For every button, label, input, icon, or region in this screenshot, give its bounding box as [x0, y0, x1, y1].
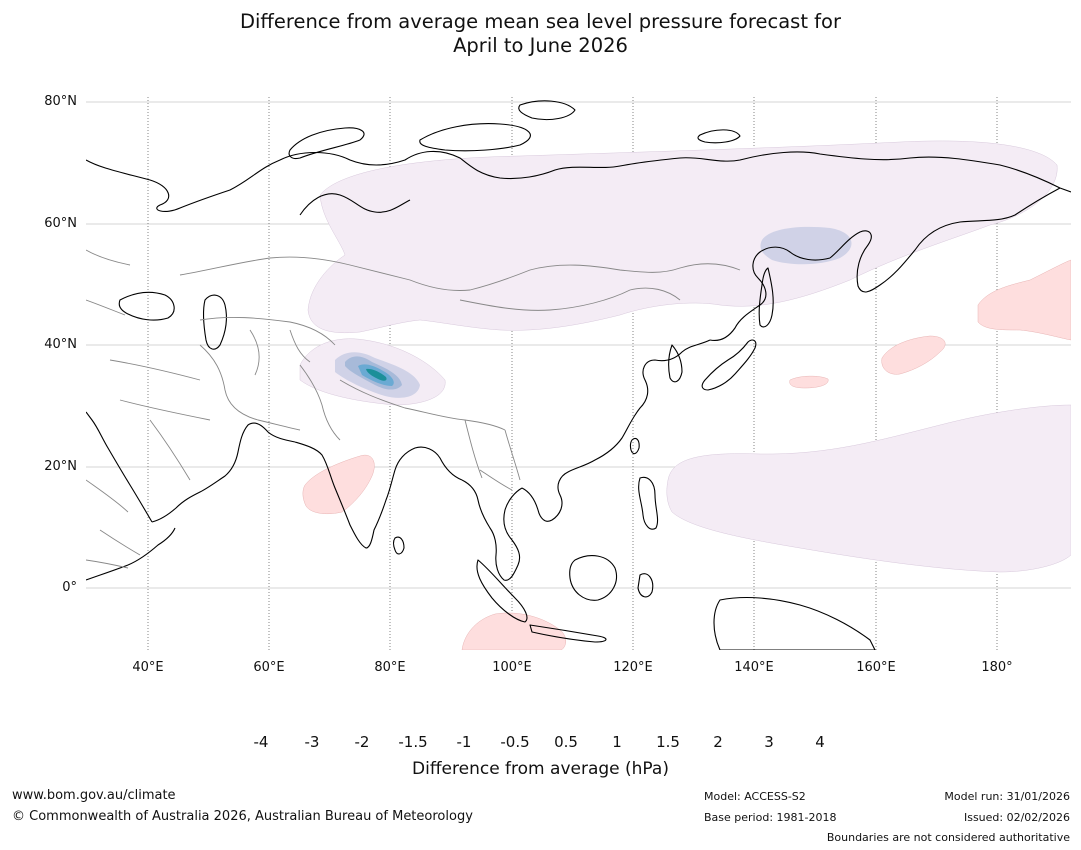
- europe-borders: [86, 249, 131, 316]
- lat-label: 40°N: [44, 337, 77, 352]
- pacific-positive-small: [789, 375, 829, 389]
- sakhalin-hokkaido: [758, 267, 774, 328]
- sumatra: [476, 559, 528, 623]
- footer-disclaimer: Boundaries are not considered authoritat…: [826, 831, 1070, 844]
- india-coast: [294, 441, 463, 549]
- kara-coast: [299, 193, 411, 216]
- map-title-line2: April to June 2026: [453, 34, 628, 57]
- japan: [701, 339, 757, 391]
- arabian-sea-positive: [302, 454, 375, 515]
- himalaya-anomaly-peak: [366, 368, 387, 381]
- colorbar-tick: -1: [456, 733, 472, 751]
- pakistan-india-border: [299, 364, 341, 441]
- java: [529, 624, 607, 643]
- colorbar-tick: 3: [764, 733, 774, 751]
- colorbar-tick: -0.5: [500, 733, 530, 751]
- middle-east-borders: [109, 359, 211, 481]
- colorbar-tick: -3: [304, 733, 320, 751]
- map-svg: [86, 97, 1071, 650]
- arctic-coast: [86, 150, 1071, 212]
- anomaly-shading: [299, 140, 1071, 650]
- iran-border: [199, 344, 301, 431]
- lat-label: 60°N: [44, 216, 77, 231]
- new-siberian-islands: [697, 129, 741, 144]
- colorbar-tick: 0.5: [554, 733, 578, 751]
- map-area: [86, 97, 1071, 650]
- taymyr: [419, 123, 531, 152]
- himalaya-border: [339, 379, 506, 431]
- pacific-positive-mid: [881, 335, 946, 375]
- russia-kazakhstan-border: [179, 256, 741, 291]
- southeast-asia-borders: [464, 419, 521, 491]
- colorbar-tick: -4: [253, 733, 269, 751]
- taiwan: [629, 437, 640, 455]
- central-asia-borders: [199, 316, 336, 376]
- footer-url[interactable]: www.bom.gov.au/climate: [12, 788, 176, 803]
- lon-label: 100°E: [492, 660, 532, 675]
- borneo: [569, 555, 617, 601]
- colorbar-tick: 4: [815, 733, 825, 751]
- africa-borders: [86, 479, 141, 569]
- sulawesi-newguinea: [637, 573, 876, 650]
- east-africa-coast: [86, 527, 176, 581]
- colorbar-tick: -1.5: [398, 733, 428, 751]
- lat-label: 80°N: [44, 94, 77, 109]
- severnaya-zemlya: [518, 100, 576, 121]
- colorbar-tick: 2: [713, 733, 723, 751]
- map-title-line1: Difference from average mean sea level p…: [240, 10, 841, 33]
- chukotka-kamchatka: [829, 187, 1061, 293]
- lon-label: 140°E: [734, 660, 774, 675]
- lat-label: 20°N: [44, 459, 77, 474]
- indochina-coast: [461, 479, 523, 581]
- colorbar-tick: 1: [612, 733, 622, 751]
- sri-lanka: [392, 536, 405, 555]
- lon-label: 60°E: [253, 660, 285, 675]
- okhotsk-coast: [709, 246, 831, 342]
- lon-label: 180°: [981, 660, 1013, 675]
- country-borders: [86, 249, 741, 569]
- colorbar-title: Difference from average (hPa): [412, 759, 669, 779]
- siberia-low-anomaly: [307, 140, 1058, 333]
- lon-label: 120°E: [613, 660, 653, 675]
- lon-label: 40°E: [132, 660, 164, 675]
- indian-ocean-positive: [461, 612, 566, 650]
- lat-label: 0°: [62, 580, 77, 595]
- okhotsk-anomaly: [760, 226, 852, 265]
- arabia-coast: [151, 422, 296, 523]
- pacific-positive-east: [977, 259, 1071, 341]
- korea: [668, 344, 683, 383]
- lon-label: 80°E: [374, 660, 406, 675]
- pacific-anomaly: [666, 404, 1071, 573]
- map-title: Difference from average mean sea level p…: [0, 10, 1081, 58]
- footer-model-run: Model run: 31/01/2026: [944, 790, 1070, 803]
- philippines: [638, 476, 659, 530]
- footer-copyright: © Commonwealth of Australia 2026, Austra…: [12, 809, 473, 824]
- china-coast: [521, 339, 711, 522]
- colorbar-tick: -2: [354, 733, 370, 751]
- footer-base-period: Base period: 1981-2018: [704, 811, 837, 824]
- china-mongolia-border: [459, 287, 681, 311]
- red-sea-coast: [86, 411, 153, 523]
- novaya-zemlya: [288, 127, 365, 160]
- footer-issued: Issued: 02/02/2026: [963, 811, 1070, 824]
- black-caspian: [118, 291, 175, 321]
- coastlines: [86, 100, 1071, 650]
- footer-model: Model: ACCESS-S2: [704, 790, 806, 803]
- caspian-sea: [202, 294, 227, 350]
- colorbar-tick: 1.5: [656, 733, 680, 751]
- lon-label: 160°E: [856, 660, 896, 675]
